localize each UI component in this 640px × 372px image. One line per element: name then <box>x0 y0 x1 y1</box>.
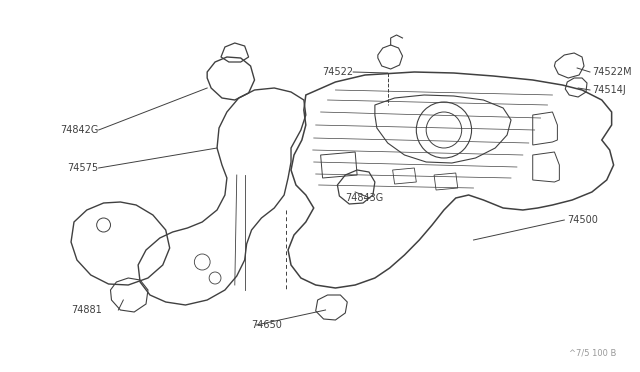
Text: 74843G: 74843G <box>346 193 383 203</box>
Text: 74522: 74522 <box>322 67 353 77</box>
Text: 74522M: 74522M <box>592 67 632 77</box>
Text: 74842G: 74842G <box>60 125 99 135</box>
Text: 74575: 74575 <box>68 163 99 173</box>
Text: 74881: 74881 <box>71 305 102 315</box>
Text: 74650: 74650 <box>252 320 282 330</box>
Text: ^7/5 100 B: ^7/5 100 B <box>569 349 616 358</box>
Text: 74514J: 74514J <box>592 85 626 95</box>
Text: 74500: 74500 <box>567 215 598 225</box>
